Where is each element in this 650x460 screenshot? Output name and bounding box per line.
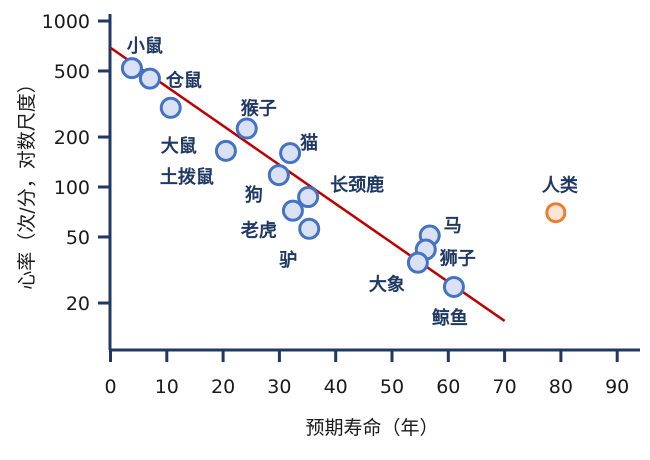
data-point-label: 小鼠 [127,35,163,57]
y-tick-label: 200 [54,127,90,149]
x-tick-label: 90 [605,376,629,398]
data-point-label: 大鼠 [161,135,197,157]
data-point [545,202,567,224]
data-point-label: 驴 [279,249,297,271]
data-point [442,275,465,298]
data-point [298,217,321,240]
data-point-label: 人类 [542,175,579,197]
y-tick-label: 100 [54,177,90,199]
data-point [138,67,161,90]
data-point-label: 大象 [369,274,405,296]
x-tick-label: 0 [104,376,116,398]
y-tick-label: 50 [66,227,90,249]
data-point [120,57,143,80]
trend-line [109,46,506,322]
data-point [214,139,237,162]
data-point-label: 鲸鱼 [432,307,468,329]
data-point-label: 猫 [300,132,318,154]
data-point [279,142,302,165]
x-tick-label: 80 [549,376,573,398]
data-point [159,96,182,119]
data-point-label: 狗 [245,184,263,206]
x-tick-label: 70 [493,376,517,398]
x-tick-label: 60 [436,376,460,398]
y-tick-label: 20 [66,293,90,315]
data-point [235,117,258,140]
data-point-label: 马 [444,216,462,237]
x-tick-label: 20 [211,376,235,398]
data-point [297,186,320,209]
y-axis-title: 心率（次/分，对数尺度） [16,74,38,289]
y-tick-label: 1000 [42,11,90,33]
data-point [406,251,429,274]
data-point-label: 仓鼠 [165,70,202,92]
data-point-label: 猴子 [241,98,277,120]
y-tick-label: 500 [54,61,90,83]
data-point-label: 土拨鼠 [160,166,214,188]
x-tick-label: 30 [267,376,291,398]
data-point-label: 长颈鹿 [330,174,384,196]
data-point [281,199,304,222]
data-point [267,164,290,187]
data-point-label: 狮子 [440,249,476,270]
x-tick-label: 50 [380,376,404,398]
x-tick-label: 10 [155,376,179,398]
data-point-label: 老虎 [241,220,277,242]
x-axis-title: 预期寿命（年） [305,417,438,439]
x-tick-label: 40 [324,376,348,398]
